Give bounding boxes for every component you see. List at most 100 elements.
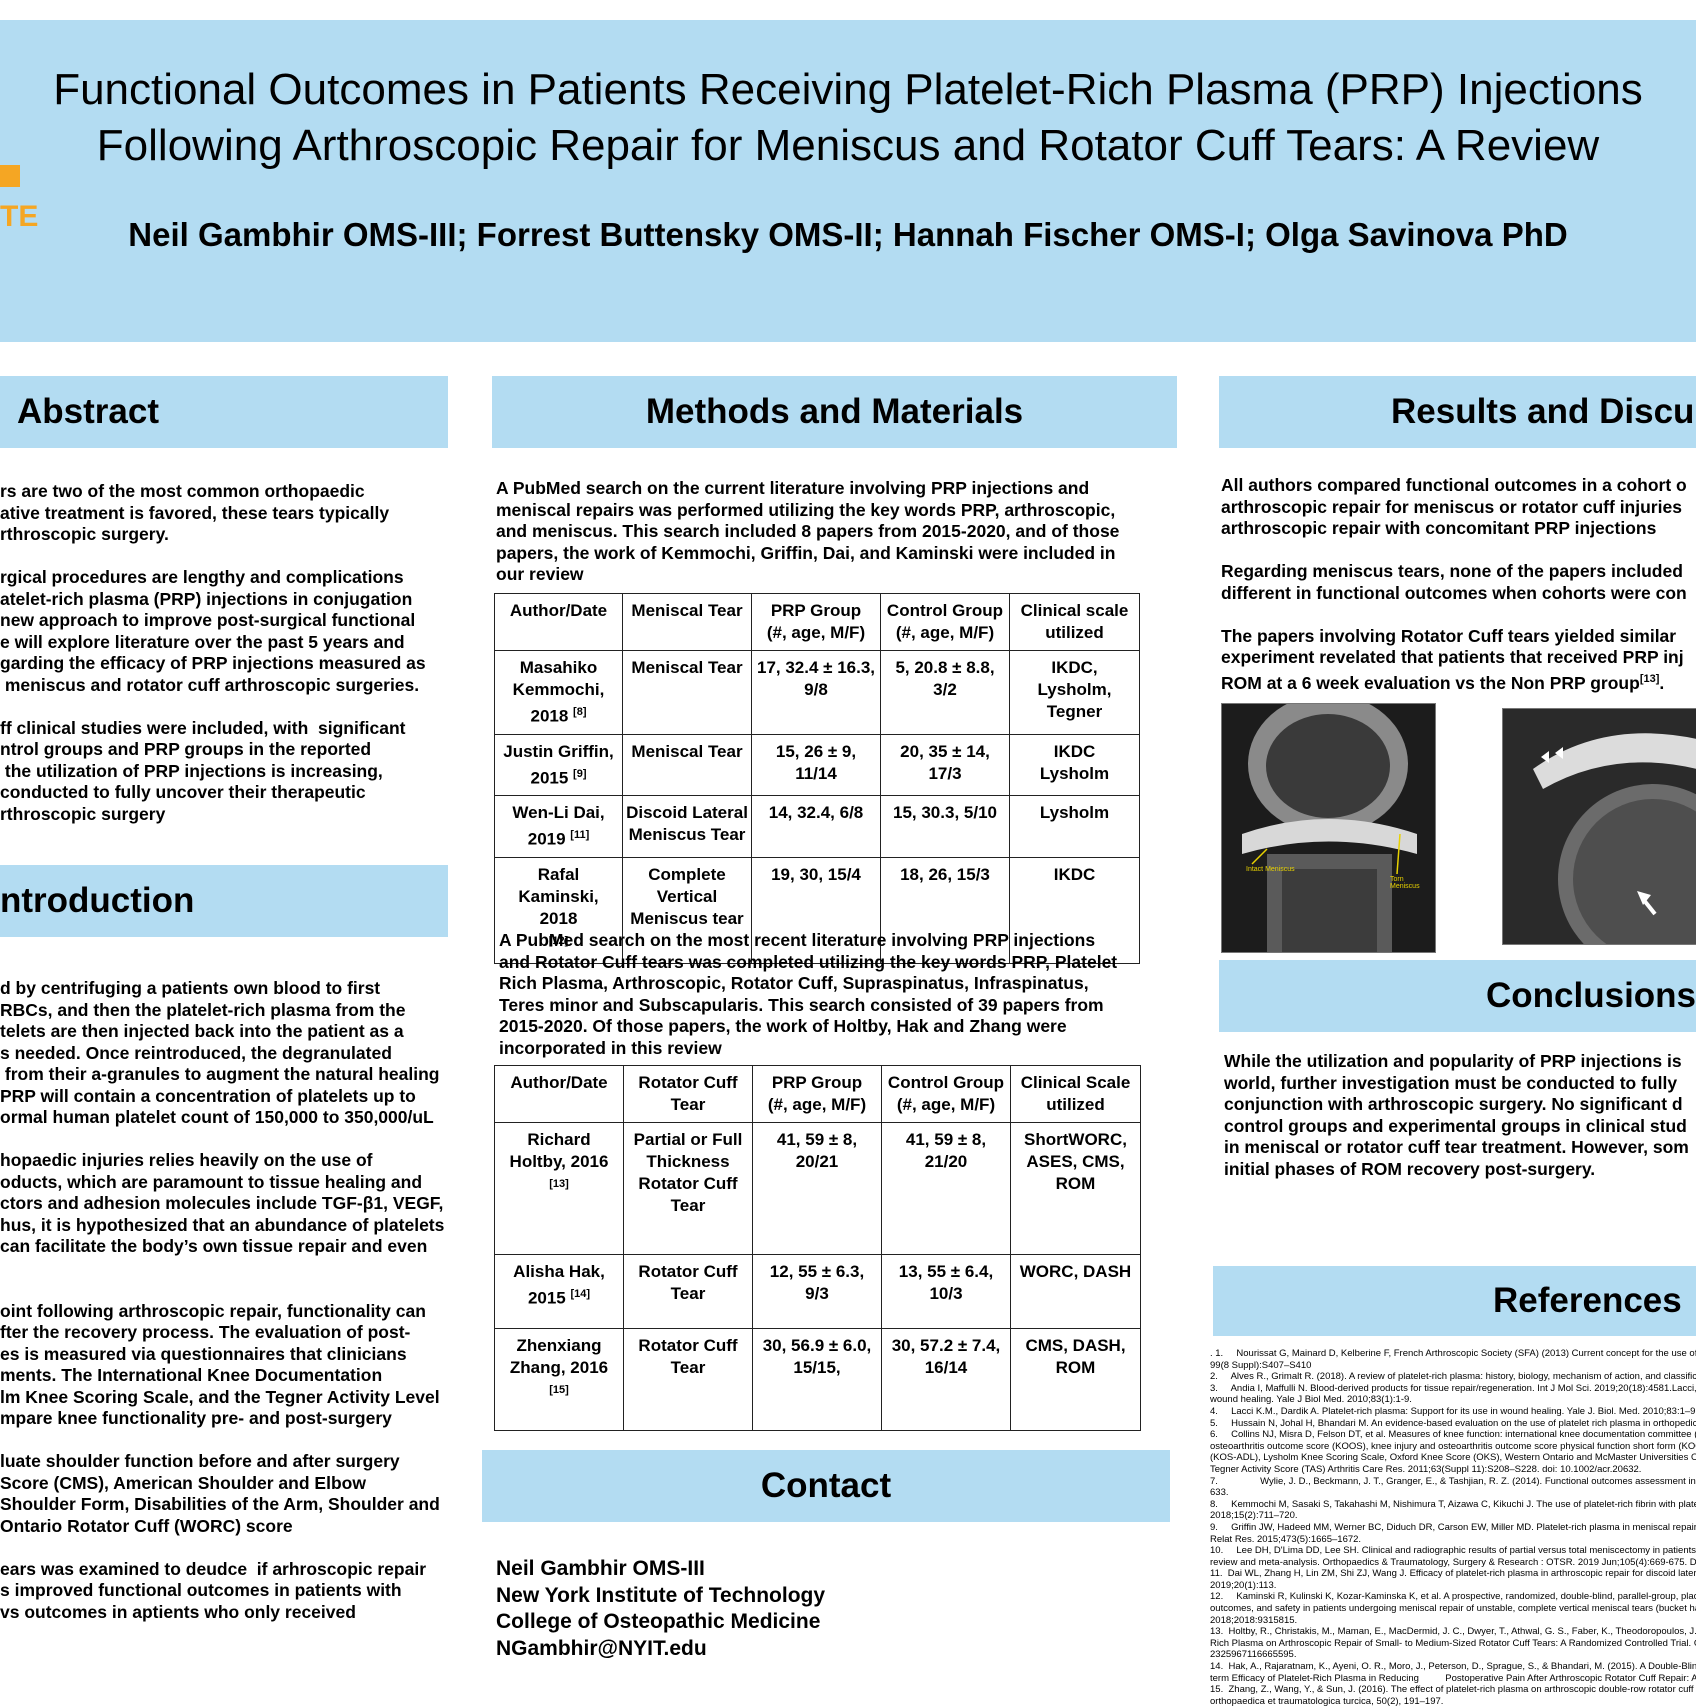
table-cell: 20, 35 ± 14, 17/3 [880, 733, 1010, 797]
abstract-line [0, 696, 448, 718]
introduction-line: oducts, which are paramount to tissue he… [0, 1171, 423, 1192]
introduction-line: PRP will contain a concentration of plat… [0, 1085, 416, 1106]
methods-p2-line: Rich Plasma, Arthroscopic, Rotator Cuff,… [499, 973, 1089, 993]
contact-heading: Contact [482, 1450, 1170, 1522]
contact-line: College of Osteopathic Medicine [496, 1610, 821, 1633]
introduction-line: Ontario Rotator Cuff (WORC) score [0, 1515, 293, 1536]
introduction-line: hus, it is hypothesized that an abundanc… [0, 1214, 445, 1235]
table-header-row: Author/Date Meniscal Tear PRP Group (#, age… [494, 593, 1140, 651]
introduction-line: fter the recovery process. The evaluatio… [0, 1322, 411, 1342]
table-cell: Richard Holtby, 2016 [13] [494, 1122, 624, 1255]
methods-p2-line: 2015-2020. Of those papers, the work of … [499, 1016, 1067, 1036]
table-header-cell: Clinical Scale utilized [1010, 1065, 1141, 1123]
reference-line: 5. Hussain N, Johal H, Bhandari M. An ev… [1210, 1417, 1696, 1429]
table-cell: Lysholm [1009, 795, 1140, 858]
table-cell: 13, 55 ± 6.4, 10/3 [881, 1254, 1011, 1329]
reference-line: 3. Andia I, Maffulli N. Blood-derived pr… [1210, 1382, 1696, 1394]
reference-line: 2325967116665595. [1210, 1649, 1297, 1661]
introduction-line: oint following arthroscopic repair, func… [0, 1300, 426, 1321]
conclusions-line: While the utilization and popularity of … [1224, 1051, 1682, 1071]
reference-line: (KOS-ADL), Lysholm Knee Scoring Scale, O… [1210, 1452, 1696, 1464]
methods-p2-line: and Rotator Cuff tears was completed uti… [499, 951, 1118, 972]
table-cell: WORC, DASH [1010, 1254, 1141, 1329]
table-header-cell: Rotator Cuff Tear [623, 1065, 753, 1123]
methods-p1-line: A PubMed search on the current literatur… [496, 478, 1090, 498]
reference-line: osteoarthritis outcome score (KOOS), kne… [1210, 1440, 1696, 1452]
table-cell: Discoid Lateral Meniscus Tear [622, 795, 752, 858]
abstract-line: atelet-rich plasma (PRP) injections in c… [0, 588, 413, 609]
methods-p2-line: incorporated in this review [499, 1037, 722, 1058]
abstract-line: ntrol groups and PRP groups in the repor… [0, 739, 372, 759]
methods-p1-line: our review [496, 564, 584, 584]
introduction-line: s improved functional outcomes in patien… [0, 1580, 402, 1600]
reference-line: 2. Alves R., Grimalt R. (2018). A review… [1210, 1371, 1696, 1383]
reference-line: outcomes, and safety in patients undergo… [1210, 1603, 1696, 1615]
abstract-line: new approach to improve post-surgical fu… [0, 610, 416, 630]
reference-line: 9. Griffin JW, Hadeed MM, Werner BC, Did… [1210, 1521, 1696, 1533]
reference-line: 2018;15(2):711–720. [1210, 1510, 1298, 1522]
introduction-line [0, 1129, 448, 1151]
title-line-2: Following Arthroscopic Repair for Menisc… [96, 121, 1600, 170]
abstract-line: rgical procedures are lengthy and compli… [0, 567, 404, 587]
table-cell: Rotator Cuff Tear [623, 1328, 753, 1431]
table-cell: 12, 55 ± 6.3, 9/3 [752, 1254, 882, 1329]
methods-heading: Methods and Materials [492, 376, 1177, 448]
reference-line: 13. Holtby, R., Christakis, M., Maman, E… [1210, 1626, 1696, 1638]
table-cell: Masahiko Kemmochi, 2018 [8] [494, 650, 623, 735]
table-cell: 19, 30, 15/4 [751, 856, 881, 964]
abstract-body: rs are two of the most common orthopaedi… [0, 481, 448, 825]
introduction-line: mpare knee functionality pre- and post-s… [0, 1408, 392, 1428]
results-body: All authors compared functional outcomes… [1221, 475, 1696, 694]
results-line [1221, 540, 1696, 562]
results-line: different in functional outcomes when co… [1221, 582, 1687, 603]
table-header-cell: Author/Date [494, 593, 623, 651]
reference-line: orthopaedica et traumatologica turcica, … [1210, 1695, 1444, 1707]
reference-line: 99(8 Suppl):S407–S410 [1210, 1359, 1312, 1371]
reference-line: 6. Collins NJ, Misra D, Felson DT, et al… [1210, 1429, 1696, 1441]
results-line: arthroscopic repair for meniscus or rota… [1221, 496, 1682, 517]
results-line [1221, 604, 1696, 626]
authors: Neil Gambhir OMS-III; Forrest Buttensky … [128, 216, 1568, 253]
references-heading: References [1213, 1266, 1696, 1336]
conclusions-heading: Conclusions [1219, 960, 1696, 1032]
logo-text: TE [0, 200, 39, 233]
table-cell: IKDC [1009, 856, 1140, 964]
logo-mark [0, 165, 20, 187]
abstract-heading: Abstract [0, 376, 448, 448]
reference-line: 633. [1210, 1487, 1229, 1499]
reference-line: 2018;2018:9315815. [1210, 1614, 1298, 1626]
conclusions-line: initial phases of ROM recovery post-surg… [1224, 1158, 1596, 1179]
table-cell: ShortWORC, ASES, CMS, ROM [1010, 1122, 1141, 1255]
methods-paragraph-1: A PubMed search on the current literatur… [496, 478, 1176, 586]
header-band [0, 20, 1696, 342]
introduction-line: s needed. Once reintroduced, the degranu… [0, 1042, 392, 1063]
conclusions-body: While the utilization and popularity of … [1224, 1051, 1696, 1180]
table-header-cell: Author/Date [494, 1065, 624, 1123]
reference-line: review and meta-analysis. Orthopaedics &… [1210, 1556, 1696, 1568]
introduction-line: hopaedic injuries relies heavily on the … [0, 1150, 373, 1170]
methods-paragraph-2: A PubMed search on the most recent liter… [499, 930, 1179, 1059]
methods-p2-line: Teres minor and Subscapularis. This sear… [499, 994, 1104, 1015]
knee-mri-image: Intact Meniscus Torn Meniscus [1221, 703, 1436, 953]
abstract-line: rthroscopic surgery. [0, 524, 169, 544]
methods-p2-line: A PubMed search on the most recent liter… [499, 930, 1096, 950]
table-cell: 30, 57.2 ± 7.4, 16/14 [881, 1328, 1011, 1431]
contact-line: Neil Gambhir OMS-III [496, 1557, 705, 1580]
results-line: arthroscopic repair with concomitant PRP… [1221, 518, 1657, 538]
reference-line: 4. Lacci K.M., Dardik A. Platelet-rich p… [1210, 1405, 1696, 1417]
table-header-cell: Clinical scale utilized [1009, 593, 1140, 651]
reference-line: 12. Kaminski R, Kulinski K, Kozar-Kamins… [1210, 1591, 1696, 1603]
contact-line: NGambhir@NYIT.edu [496, 1636, 707, 1660]
poster-title: Functional Outcomes in Patients Receivin… [0, 62, 1696, 174]
introduction-line: can facilitate the body’s own tissue rep… [0, 1236, 428, 1256]
table-cell: Complete Vertical Meniscus tear [622, 856, 752, 964]
contact-line: New York Institute of Technology [496, 1583, 826, 1607]
introduction-line: telets are then injected back into the p… [0, 1021, 404, 1041]
reference-line: 10. Lee DH, D'Lima DD, Lee SH. Clinical … [1210, 1545, 1696, 1557]
introduction-line: lm Knee Scoring Scale, and the Tegner Ac… [0, 1386, 440, 1407]
table-row: Masahiko Kemmochi, 2018 [8] Meniscal Tear 17… [494, 650, 1140, 735]
table-cell: 18, 26, 15/3 [880, 856, 1010, 964]
introduction-line [0, 1430, 448, 1452]
table-cell: 17, 32.4 ± 16.3, 9/8 [751, 650, 881, 735]
table-cell: IKDC Lysholm [1009, 733, 1140, 797]
